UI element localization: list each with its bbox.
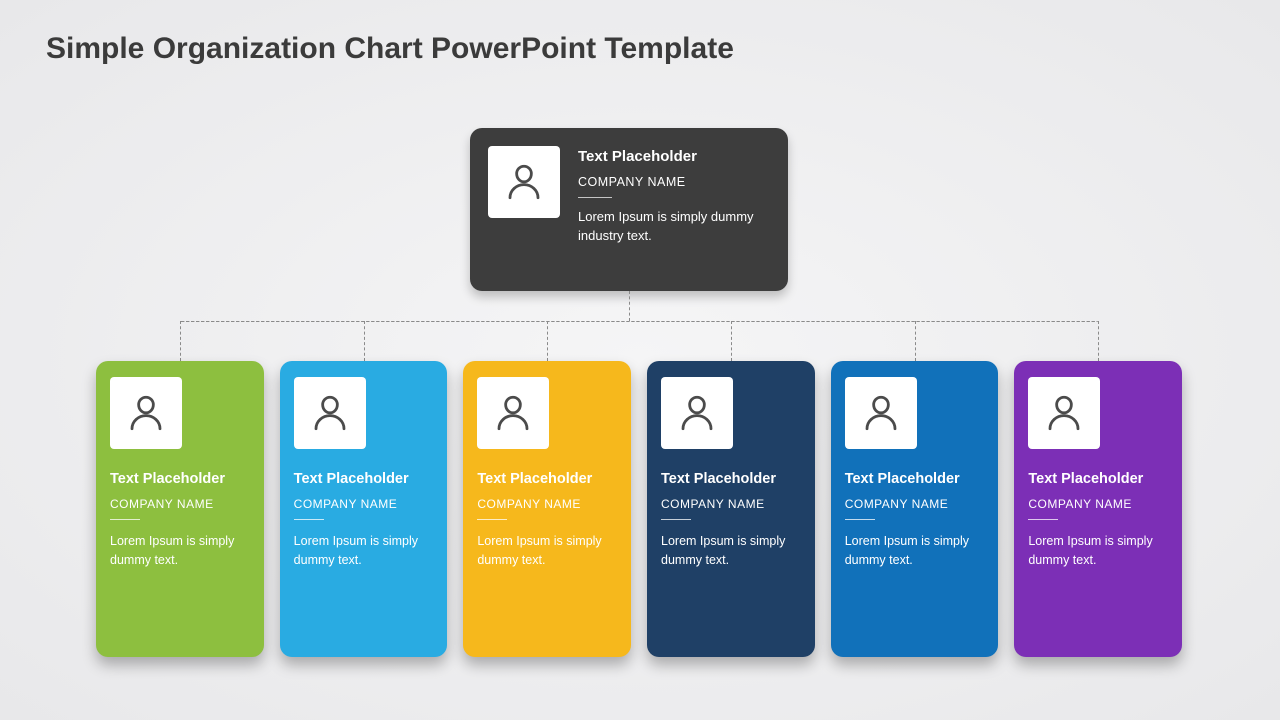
person-icon: [309, 392, 351, 434]
card-company: COMPANY NAME: [845, 497, 985, 511]
avatar-box: [488, 146, 560, 218]
avatar-box: [294, 377, 366, 449]
card-company: COMPANY NAME: [661, 497, 801, 511]
person-icon: [1043, 392, 1085, 434]
connector-stub: [915, 321, 916, 361]
divider: [661, 519, 691, 520]
card-company: COMPANY NAME: [110, 497, 250, 511]
connector-stub: [364, 321, 365, 361]
card-desc: Lorem Ipsum is simply dummy industry tex…: [578, 208, 768, 246]
card-name: Text Placeholder: [845, 471, 985, 487]
org-children-row: Text Placeholder COMPANY NAME Lorem Ipsu…: [96, 361, 1182, 657]
divider: [845, 519, 875, 520]
card-desc: Lorem Ipsum is simply dummy text.: [1028, 532, 1168, 571]
card-name: Text Placeholder: [110, 471, 250, 487]
connector-stub: [731, 321, 732, 361]
card-name: Text Placeholder: [661, 471, 801, 487]
card-desc: Lorem Ipsum is simply dummy text.: [110, 532, 250, 571]
avatar-box: [845, 377, 917, 449]
connector-vertical-root: [629, 291, 630, 321]
org-child-card: Text Placeholder COMPANY NAME Lorem Ipsu…: [647, 361, 815, 657]
card-company: COMPANY NAME: [477, 497, 617, 511]
connector-horizontal: [180, 321, 1098, 322]
avatar-box: [1028, 377, 1100, 449]
org-child-card: Text Placeholder COMPANY NAME Lorem Ipsu…: [96, 361, 264, 657]
card-name: Text Placeholder: [578, 148, 768, 165]
connector-stub: [547, 321, 548, 361]
org-root-card: Text Placeholder COMPANY NAME Lorem Ipsu…: [470, 128, 788, 291]
org-child-card: Text Placeholder COMPANY NAME Lorem Ipsu…: [463, 361, 631, 657]
divider: [110, 519, 140, 520]
person-icon: [492, 392, 534, 434]
person-icon: [676, 392, 718, 434]
org-child-card: Text Placeholder COMPANY NAME Lorem Ipsu…: [831, 361, 999, 657]
avatar-box: [661, 377, 733, 449]
slide-title: Simple Organization Chart PowerPoint Tem…: [46, 32, 734, 66]
org-root-text: Text Placeholder COMPANY NAME Lorem Ipsu…: [578, 146, 768, 273]
card-name: Text Placeholder: [477, 471, 617, 487]
person-icon: [860, 392, 902, 434]
card-desc: Lorem Ipsum is simply dummy text.: [661, 532, 801, 571]
avatar-box: [477, 377, 549, 449]
card-name: Text Placeholder: [294, 471, 434, 487]
org-child-card: Text Placeholder COMPANY NAME Lorem Ipsu…: [1014, 361, 1182, 657]
connector-stub: [1098, 321, 1099, 361]
person-icon: [503, 161, 545, 203]
card-name: Text Placeholder: [1028, 471, 1168, 487]
card-desc: Lorem Ipsum is simply dummy text.: [477, 532, 617, 571]
card-company: COMPANY NAME: [1028, 497, 1168, 511]
connector-stub: [180, 321, 181, 361]
divider: [1028, 519, 1058, 520]
person-icon: [125, 392, 167, 434]
card-company: COMPANY NAME: [578, 175, 768, 189]
divider: [477, 519, 507, 520]
divider: [294, 519, 324, 520]
divider: [578, 197, 612, 198]
org-child-card: Text Placeholder COMPANY NAME Lorem Ipsu…: [280, 361, 448, 657]
avatar-box: [110, 377, 182, 449]
card-company: COMPANY NAME: [294, 497, 434, 511]
card-desc: Lorem Ipsum is simply dummy text.: [294, 532, 434, 571]
card-desc: Lorem Ipsum is simply dummy text.: [845, 532, 985, 571]
